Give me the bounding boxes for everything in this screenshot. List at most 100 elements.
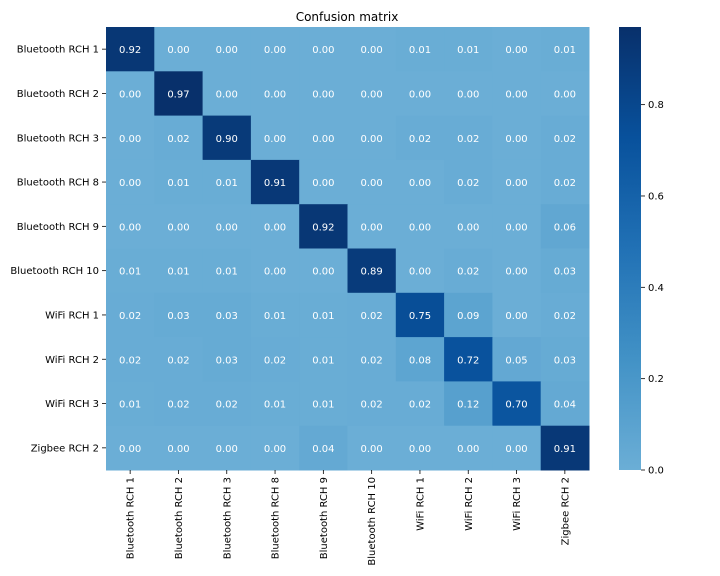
cell-value-label: 0.00 <box>312 89 334 100</box>
chart-title: Confusion matrix <box>296 10 399 24</box>
heatmap-cell <box>444 381 493 427</box>
cell-value-label: 0.00 <box>505 45 527 56</box>
cell-value-label: 0.00 <box>505 267 527 278</box>
heatmap-cell <box>492 337 542 382</box>
heatmap-cell <box>395 425 445 471</box>
cell-value-label: 0.00 <box>216 222 238 233</box>
heatmap-cell <box>492 425 542 471</box>
cell-value-label: 0.00 <box>457 89 479 100</box>
heatmap-cell <box>444 204 493 249</box>
cell-value-label: 0.02 <box>554 311 576 322</box>
column-tick-label: Bluetooth RCH 8 <box>271 477 282 559</box>
cell-value-label: 0.00 <box>312 134 334 145</box>
row-tick-label: Bluetooth RCH 8 <box>17 178 99 189</box>
heatmap-cell <box>444 248 493 294</box>
heatmap-cell <box>540 425 590 471</box>
heatmap-cell <box>202 115 252 161</box>
cell-value-label: 0.01 <box>216 178 238 189</box>
column-tick-label: WiFi RCH 3 <box>512 477 523 531</box>
heatmap-cell <box>395 71 445 117</box>
cell-value-label: 0.00 <box>505 134 527 145</box>
heatmap-cell <box>444 337 493 382</box>
cell-value-label: 0.00 <box>264 89 286 100</box>
cell-value-label: 0.02 <box>361 311 383 322</box>
heatmap-cell <box>444 159 493 205</box>
cell-value-label: 0.89 <box>361 267 383 278</box>
cell-value-label: 0.02 <box>119 355 141 366</box>
cell-value-label: 0.02 <box>409 134 431 145</box>
cell-value-label: 0.00 <box>264 134 286 145</box>
heatmap-cell <box>492 204 542 249</box>
heatmap-cell <box>540 248 590 294</box>
cell-value-label: 0.02 <box>167 134 189 145</box>
cell-value-label: 0.00 <box>505 89 527 100</box>
cell-value-label: 0.00 <box>409 444 431 455</box>
cell-value-label: 0.00 <box>505 444 527 455</box>
cell-value-label: 0.00 <box>119 444 141 455</box>
cell-value-label: 0.02 <box>216 400 238 411</box>
cell-value-label: 0.90 <box>216 134 238 145</box>
heatmap-cell <box>154 71 204 117</box>
cell-value-label: 0.00 <box>119 89 141 100</box>
cell-value-label: 0.01 <box>409 45 431 56</box>
heatmap-cell <box>106 292 155 338</box>
heatmap-cell <box>444 71 493 117</box>
cell-value-label: 0.91 <box>554 444 576 455</box>
heatmap-cell <box>395 159 445 205</box>
heatmap-cell <box>106 115 155 161</box>
cell-value-label: 0.02 <box>457 267 479 278</box>
cell-value-label: 0.06 <box>554 222 576 233</box>
heatmap-cell <box>299 292 348 338</box>
heatmap-cell <box>540 381 590 427</box>
colorbar-tick-label: 0.0 <box>648 466 664 477</box>
heatmap-cell <box>250 381 300 427</box>
column-tick-label: Bluetooth RCH 2 <box>174 477 185 559</box>
cell-value-label: 0.08 <box>409 355 431 366</box>
cell-value-label: 0.02 <box>554 178 576 189</box>
cell-value-label: 0.00 <box>216 89 238 100</box>
heatmap-cell <box>202 425 252 471</box>
row-tick-label: Bluetooth RCH 9 <box>17 222 99 233</box>
cell-value-label: 0.01 <box>167 267 189 278</box>
cell-value-label: 0.02 <box>361 355 383 366</box>
heatmap-cell <box>492 159 542 205</box>
heatmap-cell <box>299 425 348 471</box>
heatmap-cell <box>106 159 155 205</box>
cell-value-label: 0.00 <box>409 267 431 278</box>
heatmap-cell <box>492 71 542 117</box>
heatmap-cell <box>444 27 493 72</box>
heatmap-cell <box>106 381 155 427</box>
cell-value-label: 0.00 <box>312 267 334 278</box>
cell-value-label: 0.02 <box>167 355 189 366</box>
colorbar-gradient <box>619 27 641 470</box>
cell-value-label: 0.92 <box>119 45 141 56</box>
cell-value-label: 0.00 <box>119 222 141 233</box>
heatmap-cell <box>540 115 590 161</box>
cell-value-label: 0.00 <box>409 89 431 100</box>
cell-value-label: 0.09 <box>457 311 479 322</box>
cell-value-label: 0.00 <box>264 45 286 56</box>
heatmap-cell <box>540 204 590 249</box>
heatmap-cell <box>395 381 445 427</box>
heatmap-cell <box>250 204 300 249</box>
heatmap-cell <box>347 115 397 161</box>
cell-value-label: 0.00 <box>457 444 479 455</box>
colorbar-tick-label: 0.4 <box>648 283 664 294</box>
heatmap-cell <box>444 425 493 471</box>
cell-value-label: 0.01 <box>264 311 286 322</box>
heatmap-cell <box>299 115 348 161</box>
cell-value-label: 0.02 <box>264 355 286 366</box>
heatmap-cell <box>299 27 348 72</box>
row-tick-label: Bluetooth RCH 3 <box>17 133 99 144</box>
cell-value-label: 0.00 <box>505 311 527 322</box>
column-tick-label: Bluetooth RCH 9 <box>319 477 330 559</box>
cell-value-label: 0.00 <box>119 178 141 189</box>
row-tick-label: Bluetooth RCH 2 <box>17 89 99 100</box>
row-tick-label: Zigbee RCH 2 <box>31 443 99 454</box>
heatmap-cell <box>106 27 155 72</box>
cell-value-label: 0.00 <box>264 222 286 233</box>
cell-value-label: 0.02 <box>361 400 383 411</box>
row-tick-label: WiFi RCH 2 <box>45 355 99 366</box>
cell-value-label: 0.01 <box>312 355 334 366</box>
column-tick-label: WiFi RCH 1 <box>415 477 426 531</box>
